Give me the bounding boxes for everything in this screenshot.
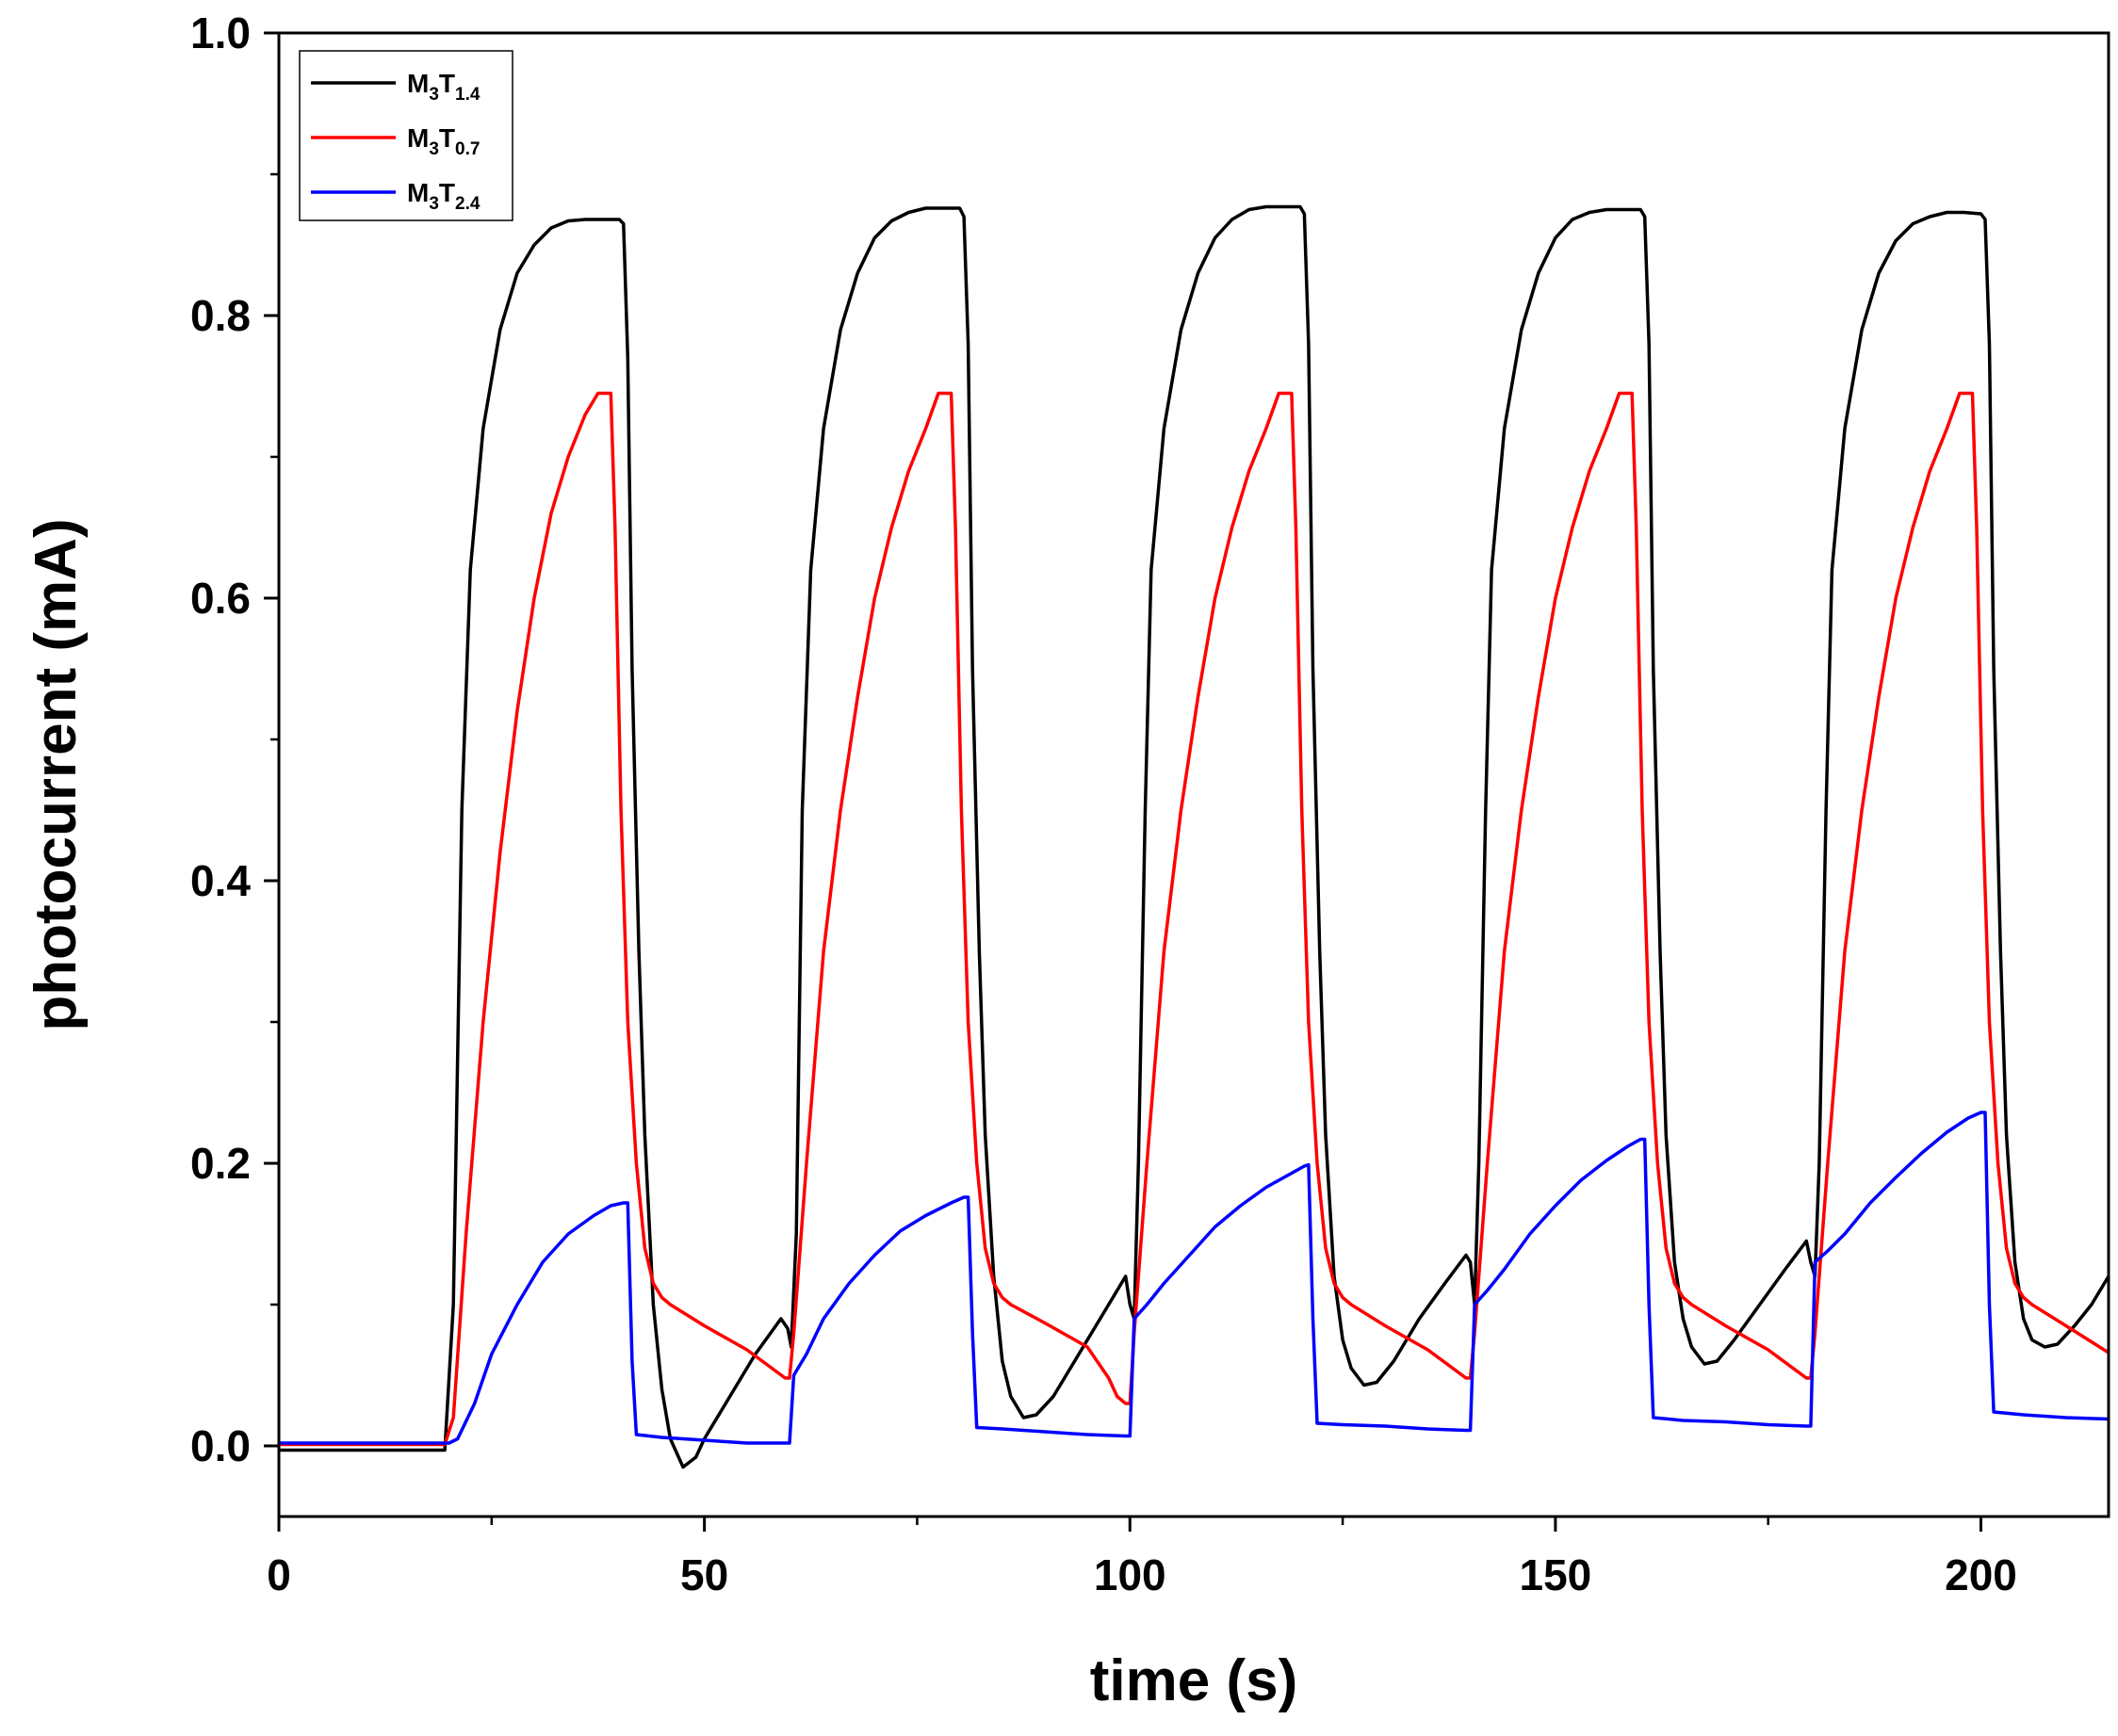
- legend-label-1: M3T1.4: [407, 69, 481, 105]
- tick-labels: 0 50 100 150 200 0.0 0.2 0.4 0.6 0.8 1.0: [190, 8, 2017, 1599]
- y-tick-label: 0.0: [190, 1421, 251, 1470]
- series-line-2: [279, 391, 2110, 1447]
- x-axis-title: time (s): [1090, 1648, 1297, 1713]
- legend-box: [299, 50, 513, 221]
- series-layer: [279, 204, 2110, 1469]
- legend-label-3: M3T2.4: [407, 178, 481, 214]
- series-line-3: [279, 1111, 2110, 1445]
- plot-frame: [277, 31, 2110, 1518]
- y-tick-label: 0.6: [190, 574, 251, 623]
- series-line-1: [279, 204, 2110, 1469]
- y-axis-title: photocurrent (mA): [24, 518, 89, 1030]
- x-tick-label: 0: [267, 1550, 291, 1599]
- x-tick-label: 150: [1520, 1550, 1592, 1599]
- y-tick-label: 1.0: [190, 8, 251, 57]
- x-tick-label: 100: [1094, 1550, 1166, 1599]
- legend-label-2: M3T0.7: [407, 123, 480, 159]
- x-tick-label: 50: [680, 1550, 728, 1599]
- axis-ticks: [264, 31, 1983, 1532]
- y-tick-label: 0.8: [190, 291, 251, 340]
- legend: M3T1.4 M3T0.7 M3T2.4: [299, 50, 513, 221]
- y-tick-label: 0.2: [190, 1139, 251, 1188]
- y-tick-label: 0.4: [190, 856, 251, 905]
- x-tick-label: 200: [1945, 1550, 2017, 1599]
